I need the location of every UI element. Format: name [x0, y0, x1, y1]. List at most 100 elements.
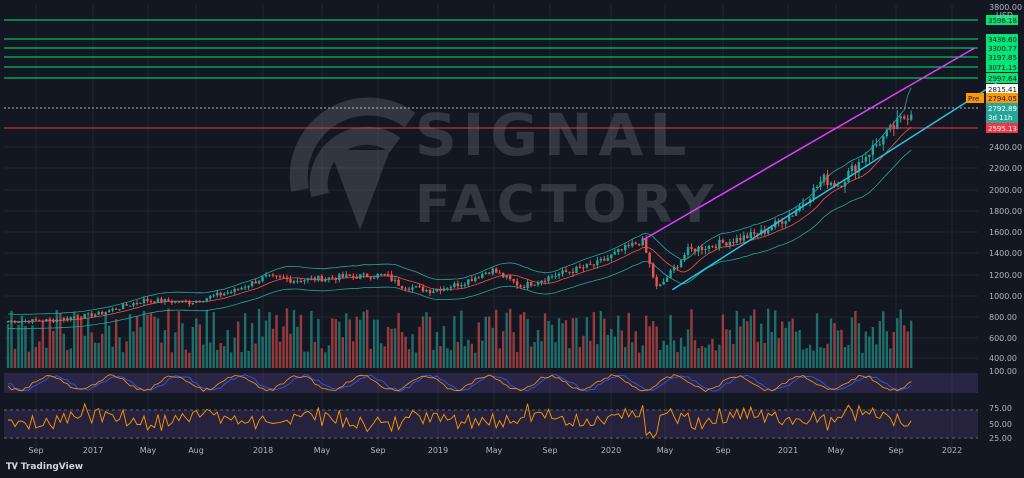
candle: [561, 267, 564, 277]
y-axis-tick: 1200.00: [989, 271, 1022, 280]
volume-bar: [257, 308, 261, 368]
volume-bar: [805, 348, 808, 368]
candle: [721, 238, 725, 244]
volume-bar: [889, 348, 892, 368]
volume-bar: [233, 337, 236, 368]
tradingview-brand[interactable]: 𝐓𝐕 TradingView: [6, 462, 83, 472]
rsi-pane: [4, 402, 978, 439]
candle: [324, 277, 327, 283]
volume-bar: [819, 347, 822, 368]
candle: [414, 285, 418, 288]
volume-bar: [585, 317, 589, 368]
signal-factory-logo-icon: [289, 97, 416, 198]
candle: [864, 151, 868, 167]
volume-bar: [533, 342, 536, 368]
volume-bar: [383, 346, 386, 368]
candle: [205, 297, 208, 303]
y-axis-tick: 1600.00: [989, 228, 1022, 237]
candle: [819, 176, 822, 191]
volume-bar: [624, 346, 627, 368]
volume-bar: [753, 309, 756, 368]
candle: [847, 167, 850, 183]
candle: [749, 227, 752, 240]
candle: [128, 305, 132, 307]
volume-bar: [404, 336, 407, 368]
candle: [540, 280, 543, 286]
volume-bar: [411, 334, 414, 368]
volume-bar: [167, 308, 170, 368]
candle: [132, 301, 135, 308]
volume-bar: [275, 315, 278, 368]
candle: [107, 308, 111, 313]
y-axis-tick: 1800.00: [989, 207, 1022, 216]
candle: [195, 300, 198, 304]
candle: [170, 299, 174, 305]
volume-bar: [477, 322, 480, 368]
time-axis[interactable]: Sep 2017 May Aug 2018 May Sep 2019 May Sep 2020 May…: [28, 446, 962, 455]
signal-factory-logo-shape: [330, 150, 390, 230]
candle: [184, 299, 188, 303]
stochastic-pane: [4, 373, 978, 393]
volume-bar: [508, 308, 512, 368]
volume-bar: [474, 352, 477, 368]
candle: [362, 272, 365, 279]
volume-bar: [665, 344, 669, 368]
volume-bar: [278, 341, 282, 368]
candle: [313, 276, 317, 283]
candle: [93, 313, 97, 317]
volume-bar: [767, 308, 770, 368]
volume-bar: [128, 314, 132, 368]
volume-bar: [822, 348, 826, 368]
y-axis-tick: 100.00: [989, 367, 1017, 376]
volume-bar: [467, 339, 470, 368]
candle: [760, 224, 763, 237]
candle: [550, 274, 554, 280]
candle: [477, 276, 480, 279]
candle: [338, 273, 341, 283]
candle: [498, 269, 501, 274]
volume-bar: [648, 326, 651, 368]
volume-bar: [289, 333, 292, 368]
volume-bar: [76, 313, 79, 368]
volume-bar: [498, 348, 501, 368]
watermark-line2: FACTORY: [415, 175, 720, 235]
candle: [149, 299, 153, 305]
candle: [491, 267, 494, 276]
volume-bar: [181, 323, 184, 368]
candle: [651, 262, 655, 279]
volume-bar: [540, 341, 543, 368]
volume-bar: [592, 312, 596, 368]
volume-bar: [589, 340, 592, 368]
volume-bar: [906, 331, 909, 368]
y-axis-top-label: 3800.00: [989, 3, 1022, 12]
volume-bar: [17, 324, 20, 368]
candle: [672, 264, 676, 274]
candle: [317, 275, 320, 282]
candle: [250, 280, 254, 288]
candle: [508, 274, 512, 281]
candle: [655, 274, 658, 290]
candle: [449, 285, 453, 292]
volume-bar: [243, 313, 247, 368]
candle: [425, 288, 428, 293]
volume-bar: [561, 323, 564, 368]
volume-bar: [212, 312, 215, 368]
x-axis-tick: May: [486, 446, 503, 455]
candle: [519, 284, 522, 289]
volume-bar: [177, 311, 181, 368]
candle: [372, 275, 376, 280]
candle: [219, 291, 222, 298]
candle: [679, 259, 683, 268]
volume-bar: [627, 312, 630, 368]
volume-bar: [313, 341, 317, 368]
volume-bar: [111, 346, 114, 368]
candle: [90, 311, 93, 319]
candle: [390, 270, 393, 282]
volume-bar: [338, 321, 341, 368]
candle: [603, 256, 606, 261]
candle: [73, 316, 76, 319]
volume-bar: [784, 327, 787, 368]
volume-bar: [571, 318, 575, 368]
